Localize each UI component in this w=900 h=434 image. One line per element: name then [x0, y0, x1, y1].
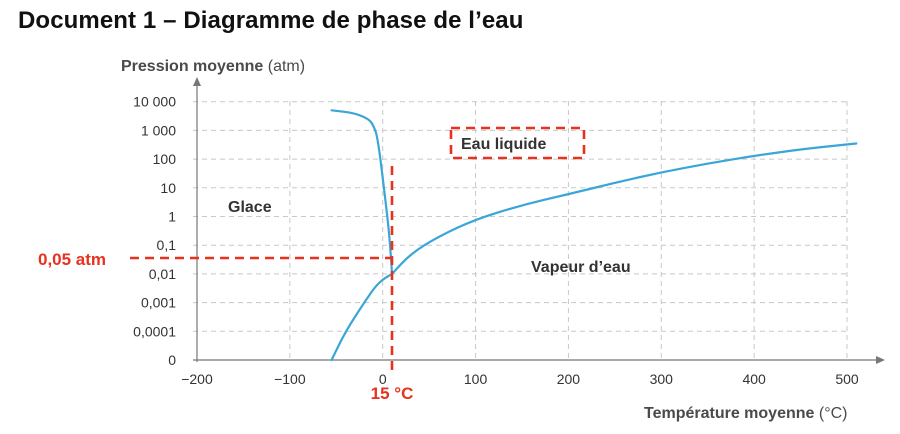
x-axis-label: Température moyenne (°C) — [644, 405, 847, 423]
y-axis-label: Pression moyenne (atm) — [121, 58, 305, 76]
annotations: 0,05 atm 15 °C — [38, 166, 413, 403]
phase-curve-solid-liquid — [330, 109, 394, 275]
y-axis-arrow — [193, 77, 201, 86]
x-tick-label: 500 — [835, 371, 859, 387]
x-tick-label: 200 — [557, 371, 581, 387]
x-tick-label: 400 — [742, 371, 766, 387]
y-tick-label: 100 — [153, 151, 177, 167]
x-tick-label: 0 — [379, 371, 387, 387]
x-axis-label-unit: (°C) — [818, 405, 848, 422]
y-axis-label-name: Pression moyenne — [121, 58, 264, 75]
region-labels: Glace Vapeur d’eau Eau liquide — [228, 126, 631, 276]
y-tick-label: 1 — [168, 209, 176, 225]
chart-grid — [193, 101, 850, 360]
y-tick-label: 10 000 — [133, 94, 176, 110]
liquid-label-box — [449, 126, 586, 160]
y-tick-label: 0,1 — [157, 237, 177, 253]
x-tick-label: 300 — [650, 371, 674, 387]
phase-curve-liquid-gas — [390, 142, 858, 275]
x-axis-ticks: −200 −100 0 100 200 300 400 500 — [181, 371, 859, 387]
x-axis-arrow — [876, 356, 885, 364]
pressure-marker-label: 0,05 atm — [38, 250, 106, 269]
y-tick-label: 0,001 — [141, 295, 176, 311]
region-label-solid: Glace — [228, 199, 272, 216]
phase-curve-solid-gas — [330, 272, 394, 362]
x-tick-label: −100 — [274, 371, 306, 387]
y-axis-label-unit: (atm) — [267, 58, 306, 75]
temperature-marker-label: 15 °C — [371, 384, 414, 403]
y-tick-label: 0,01 — [149, 266, 176, 282]
y-tick-label: 1 000 — [141, 122, 176, 138]
y-tick-label: 10 — [160, 180, 176, 196]
phase-curves — [330, 109, 858, 362]
chart-axes — [193, 77, 885, 364]
x-tick-label: 100 — [464, 371, 488, 387]
y-axis-ticks: 0 0,0001 0,001 0,01 0,1 1 10 100 1 000 10 000 — [133, 94, 176, 368]
y-tick-label: 0,0001 — [133, 323, 176, 339]
y-tick-label: 0 — [168, 352, 176, 368]
document-title: Document 1 – Diagramme de phase de l’eau — [18, 7, 524, 34]
region-label-liquid: Eau liquide — [461, 136, 546, 153]
x-axis-label-name: Température moyenne — [644, 405, 815, 422]
region-label-gas: Vapeur d’eau — [531, 259, 631, 276]
x-tick-label: −200 — [181, 371, 213, 387]
